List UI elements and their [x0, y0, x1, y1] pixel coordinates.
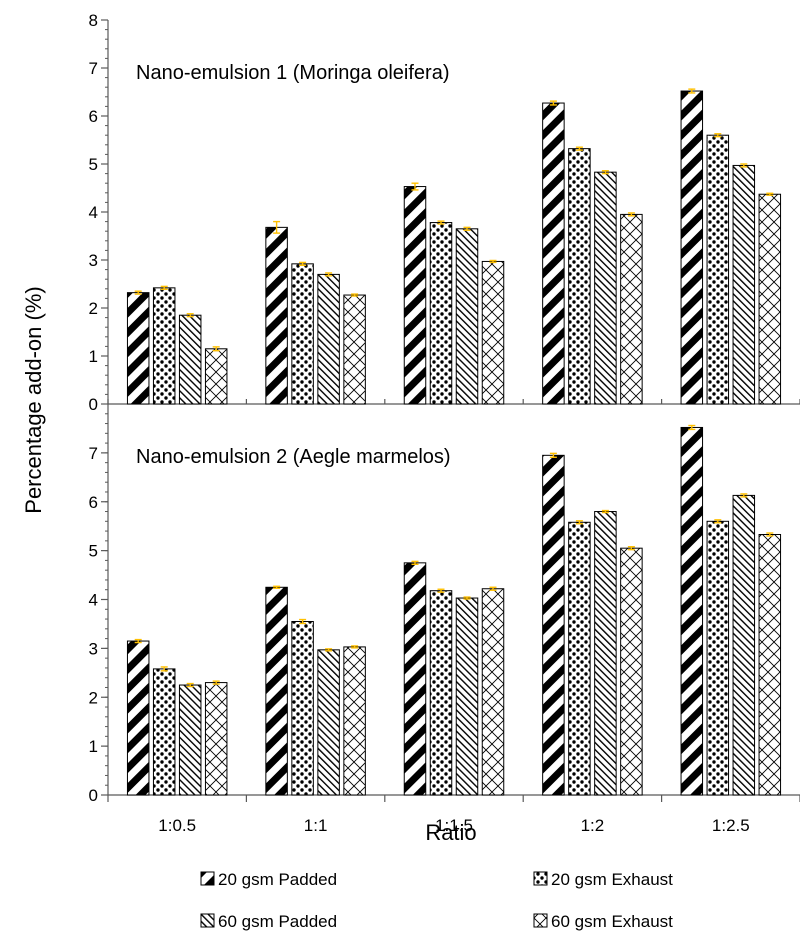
bar: [265, 226, 288, 405]
bar: [568, 148, 591, 405]
bar: [680, 90, 704, 405]
y-axis-title: Percentage add-on (%): [21, 286, 46, 513]
bar: [732, 164, 756, 405]
bar: [620, 213, 643, 405]
bar: [152, 668, 176, 796]
bar: [291, 263, 314, 405]
legend-label: 60 gsm Padded: [218, 912, 337, 931]
bar: [542, 454, 565, 796]
y-tick-label: 0: [89, 786, 98, 805]
x-tick-label: 1:2: [581, 816, 605, 835]
bar: [178, 314, 202, 405]
y-tick-label: 7: [89, 59, 98, 78]
y-tick-label: 1: [89, 347, 98, 366]
y-tick-label: 7: [89, 444, 98, 463]
bar: [403, 186, 427, 405]
bar: [265, 586, 288, 796]
x-axis-title: Ratio: [425, 820, 476, 845]
panel-title: Nano-emulsion 1 (Moringa oleifera): [136, 62, 449, 84]
bar: [680, 426, 704, 796]
legend-swatch: [533, 871, 548, 886]
legend-swatch: [200, 913, 215, 928]
y-tick-label: 1: [89, 737, 98, 756]
y-tick-label: 6: [89, 493, 98, 512]
x-tick-label: 1:1: [304, 816, 328, 835]
bar: [732, 494, 756, 796]
bar: [594, 511, 617, 796]
legend-swatch: [533, 913, 548, 928]
bar: [429, 590, 453, 796]
bar: [620, 547, 643, 796]
bar: [758, 533, 782, 796]
bar: [481, 260, 505, 405]
bar: [178, 684, 202, 796]
y-tick-label: 2: [89, 688, 98, 707]
bar: [317, 273, 340, 405]
panel-title: Nano-emulsion 2 (Aegle marmelos): [136, 446, 451, 468]
bar: [343, 646, 366, 796]
y-tick-label: 3: [89, 251, 98, 270]
bar: [291, 620, 314, 796]
bar: [152, 287, 176, 405]
bar: [204, 682, 228, 796]
bar: [568, 521, 591, 796]
legend-label: 20 gsm Exhaust: [551, 870, 673, 889]
legend-item: 20 gsm Exhaust: [533, 870, 673, 889]
bar: [455, 597, 479, 796]
panel-1: 0 1 2 3 4 5 6 7 8 Nano-emulsion 1 (Moringa oleife…: [89, 11, 800, 414]
bar: [542, 102, 565, 405]
y-tick-label: 6: [89, 107, 98, 126]
legend-label: 60 gsm Exhaust: [551, 912, 673, 931]
y-tick-label: 0: [89, 395, 98, 414]
x-tick-label: 1:0.5: [158, 816, 196, 835]
bar: [706, 134, 730, 405]
bar: [758, 193, 782, 405]
y-tick-label: 4: [89, 203, 98, 222]
bar: [126, 292, 150, 405]
y-tick-label: 3: [89, 639, 98, 658]
bar: [403, 562, 427, 796]
legend-item: 20 gsm Padded: [200, 870, 337, 889]
x-tick-label: 1:1.5: [435, 816, 473, 835]
bar: [204, 348, 228, 405]
legend: 20 gsm Padded 20 gsm Exhaust 60 gsm Padded…: [200, 870, 673, 931]
legend-swatch: [200, 871, 215, 886]
bar: [481, 588, 505, 796]
bar: [455, 228, 479, 405]
panel-2: 0 1 2 3 4 5 6 7 Nano-emulsion 2 (Aegle marmelos)…: [89, 403, 800, 835]
bar: [429, 222, 453, 405]
y-tick-label: 4: [89, 591, 98, 610]
bar: [706, 520, 730, 796]
bar: [126, 640, 150, 796]
x-tick-label: 1:2.5: [712, 816, 750, 835]
bar: [594, 171, 617, 405]
legend-item: 60 gsm Exhaust: [533, 912, 673, 931]
y-tick-label: 2: [89, 299, 98, 318]
y-tick-label: 5: [89, 155, 98, 174]
y-tick-label: 8: [89, 11, 98, 30]
legend-label: 20 gsm Padded: [218, 870, 337, 889]
legend-item: 60 gsm Padded: [200, 912, 337, 931]
bar: [343, 294, 366, 405]
y-tick-label: 5: [89, 542, 98, 561]
bar: [317, 649, 340, 796]
